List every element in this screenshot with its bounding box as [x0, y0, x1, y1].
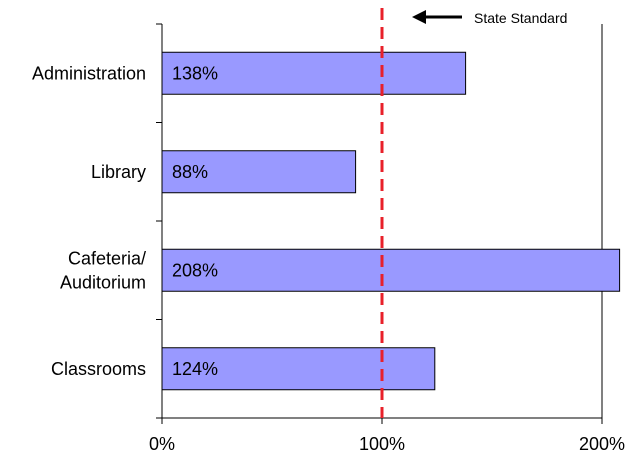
- category-label: Classrooms: [51, 359, 146, 379]
- x-tick-label: 100%: [359, 434, 405, 454]
- annotation-arrow-head: [412, 10, 426, 24]
- bar-data-label: 124%: [172, 359, 218, 379]
- reference-annotation: State Standard: [380, 8, 567, 418]
- bar: [161, 248, 621, 292]
- bars: [161, 51, 621, 391]
- bar-data-label: 88%: [172, 162, 208, 182]
- bar: [161, 51, 467, 95]
- x-tick-label: 200%: [579, 434, 625, 454]
- reference-line-label: State Standard: [474, 10, 567, 26]
- bar-data-label: 208%: [172, 260, 218, 280]
- category-label: Administration: [32, 63, 146, 83]
- category-label: Library: [91, 162, 146, 182]
- bar-data-label: 138%: [172, 63, 218, 83]
- bar: [161, 347, 436, 391]
- bar: [161, 150, 357, 194]
- category-label: Cafeteria/: [68, 248, 146, 268]
- x-tick-label: 0%: [149, 434, 175, 454]
- labels: 0% 100% 200% 138% Administration 88% Library 20…: [32, 63, 625, 454]
- category-label: Auditorium: [60, 272, 146, 292]
